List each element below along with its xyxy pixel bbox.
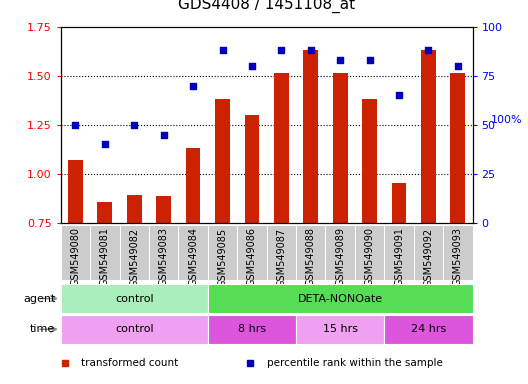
Text: GSM549089: GSM549089 <box>335 227 345 286</box>
Bar <box>333 73 347 223</box>
Text: GSM549088: GSM549088 <box>306 227 316 286</box>
Text: GSM549085: GSM549085 <box>218 227 228 286</box>
Text: 24 hrs: 24 hrs <box>411 324 446 334</box>
Bar <box>178 225 208 280</box>
Bar <box>325 225 355 280</box>
Text: agent: agent <box>23 293 55 304</box>
Bar <box>274 73 289 223</box>
Text: GSM549082: GSM549082 <box>129 227 139 286</box>
Text: GSM549081: GSM549081 <box>100 227 110 286</box>
Y-axis label: 100%: 100% <box>491 115 523 125</box>
Bar <box>355 225 384 280</box>
Text: GDS4408 / 1451108_at: GDS4408 / 1451108_at <box>178 0 355 13</box>
Bar <box>68 160 83 223</box>
Bar <box>244 115 259 223</box>
Bar <box>384 225 414 280</box>
Point <box>159 131 168 138</box>
Bar <box>296 315 384 344</box>
Bar <box>362 99 377 223</box>
Point <box>130 122 138 128</box>
Bar <box>296 225 325 280</box>
Text: GSM549093: GSM549093 <box>453 227 463 286</box>
Bar <box>61 315 208 344</box>
Text: GSM549084: GSM549084 <box>188 227 198 286</box>
Text: GSM549091: GSM549091 <box>394 227 404 286</box>
Bar <box>384 315 473 344</box>
Bar <box>267 225 296 280</box>
Text: GSM549090: GSM549090 <box>365 227 374 286</box>
Bar <box>304 50 318 223</box>
Point <box>277 47 286 53</box>
Point <box>71 122 80 128</box>
Point <box>454 63 462 69</box>
Bar <box>450 73 465 223</box>
Text: control: control <box>115 324 154 334</box>
Point <box>424 47 432 53</box>
Bar <box>186 148 201 223</box>
Point <box>218 47 227 53</box>
Point <box>336 57 344 63</box>
Point <box>101 141 109 147</box>
Bar <box>149 225 178 280</box>
Text: GSM549086: GSM549086 <box>247 227 257 286</box>
Text: GSM549083: GSM549083 <box>159 227 168 286</box>
Text: GSM549087: GSM549087 <box>276 227 286 286</box>
Bar <box>156 196 171 223</box>
Point <box>307 47 315 53</box>
Point <box>189 83 197 89</box>
Bar <box>127 195 142 223</box>
Point <box>248 63 256 69</box>
Bar <box>392 182 407 223</box>
Bar <box>421 50 436 223</box>
Text: time: time <box>30 324 55 334</box>
Bar <box>61 225 90 280</box>
Text: control: control <box>115 293 154 304</box>
Text: GSM549080: GSM549080 <box>70 227 80 286</box>
Bar <box>119 225 149 280</box>
Bar <box>414 225 443 280</box>
Bar <box>61 284 208 313</box>
Bar <box>208 315 296 344</box>
Text: percentile rank within the sample: percentile rank within the sample <box>267 358 442 368</box>
Text: GSM549092: GSM549092 <box>423 227 433 286</box>
Text: 8 hrs: 8 hrs <box>238 324 266 334</box>
Point <box>395 92 403 98</box>
Point <box>365 57 374 63</box>
Bar <box>90 225 119 280</box>
Bar <box>443 225 473 280</box>
Bar <box>237 225 267 280</box>
Bar <box>98 202 112 223</box>
Bar <box>208 225 237 280</box>
Bar <box>208 284 473 313</box>
Text: DETA-NONOate: DETA-NONOate <box>298 293 383 304</box>
Text: transformed count: transformed count <box>81 358 178 368</box>
Bar <box>215 99 230 223</box>
Text: 15 hrs: 15 hrs <box>323 324 357 334</box>
